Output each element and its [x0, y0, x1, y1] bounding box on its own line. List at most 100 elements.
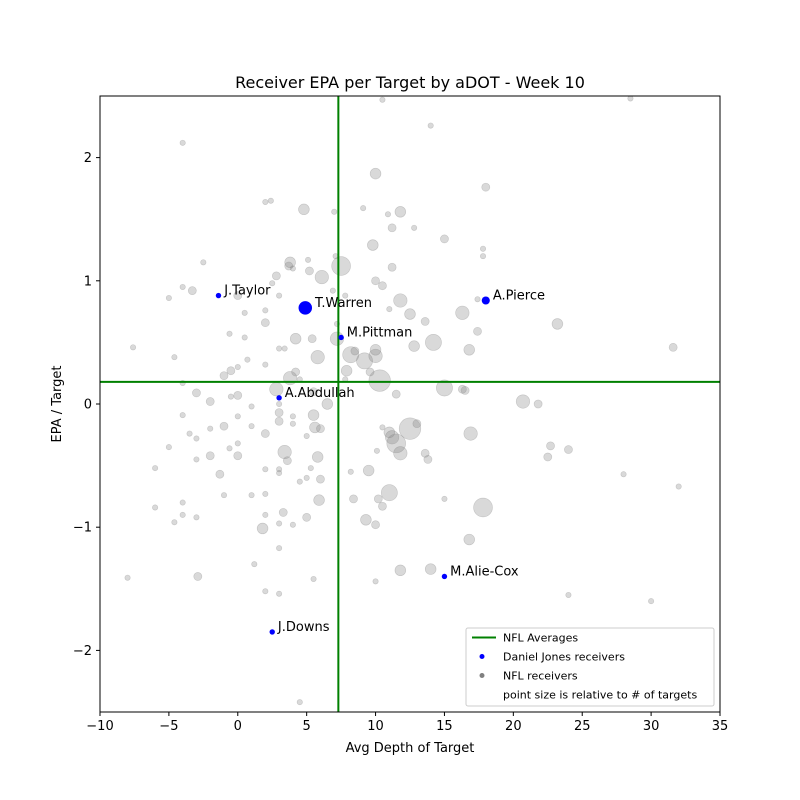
league-point — [385, 430, 400, 445]
league-point — [289, 333, 302, 345]
y-axis-label: EPA / Target — [50, 366, 65, 443]
legend-highlight-swatch — [479, 654, 485, 659]
league-point — [627, 95, 634, 102]
league-point — [398, 417, 422, 440]
league-point — [256, 522, 269, 535]
league-point — [262, 307, 269, 314]
league-point — [276, 520, 283, 527]
league-point — [379, 96, 386, 103]
point-label: A.Abdullah — [285, 386, 355, 401]
league-point — [565, 591, 572, 598]
chart-title: Receiver EPA per Target by aDOT - Week 1… — [235, 73, 585, 92]
league-point — [276, 590, 283, 597]
highlight-point — [215, 292, 222, 299]
y-tick-label: 1 — [84, 274, 92, 289]
league-point — [480, 245, 487, 252]
league-point — [289, 413, 296, 420]
league-point — [436, 379, 453, 397]
league-point — [192, 388, 201, 398]
league-point — [393, 446, 408, 461]
x-tick-label: 30 — [643, 719, 660, 734]
league-point — [463, 533, 475, 546]
league-point — [227, 393, 234, 400]
league-point — [463, 426, 478, 441]
league-point — [165, 295, 172, 302]
league-point — [234, 413, 241, 420]
league-point — [276, 292, 283, 299]
league-point — [251, 561, 258, 568]
league-point — [303, 474, 310, 481]
league-point — [124, 574, 131, 581]
league-point — [546, 441, 555, 451]
league-point — [219, 421, 229, 431]
league-point — [284, 261, 294, 271]
league-point — [284, 256, 296, 269]
league-point — [349, 494, 358, 504]
x-axis-label: Avg Depth of Target — [346, 741, 475, 756]
league-point — [226, 366, 236, 376]
league-point — [383, 426, 396, 439]
x-tick-label: −5 — [159, 719, 178, 734]
league-point — [269, 280, 276, 287]
league-point — [380, 484, 398, 502]
league-point — [260, 318, 270, 328]
league-point — [296, 699, 303, 706]
league-point — [473, 326, 482, 336]
league-point — [233, 391, 243, 400]
league-point — [440, 234, 449, 244]
league-point — [350, 346, 360, 356]
y-axis-ticks: −2 −1 0 1 2 — [73, 151, 100, 659]
league-point — [305, 256, 312, 263]
league-point — [187, 286, 197, 296]
league-point — [262, 466, 269, 473]
league-point — [331, 256, 351, 276]
league-point — [427, 122, 434, 129]
league-point — [205, 451, 215, 461]
highlight-point — [481, 296, 490, 305]
league-point — [378, 501, 387, 511]
league-point — [474, 296, 481, 303]
league-point — [171, 354, 178, 361]
league-point — [179, 139, 186, 146]
league-point — [463, 344, 475, 356]
league-point — [342, 292, 349, 299]
league-point — [152, 504, 159, 511]
league-point — [371, 276, 380, 286]
league-point — [276, 545, 283, 552]
legend-averages-label: NFL Averages — [503, 632, 578, 645]
league-point — [179, 283, 186, 290]
highlight-point — [298, 301, 313, 315]
league-point — [386, 306, 393, 313]
league-point — [455, 305, 470, 320]
league-point — [171, 519, 178, 526]
league-point — [276, 345, 283, 352]
point-label: M.Alie-Cox — [450, 564, 519, 579]
x-tick-label: 35 — [712, 719, 729, 734]
league-point — [241, 334, 248, 341]
x-tick-label: 5 — [303, 719, 311, 734]
x-axis-ticks: −10 −5 0 5 10 15 20 25 30 35 — [86, 712, 728, 734]
highlight-point — [441, 573, 448, 580]
x-tick-label: 10 — [367, 719, 384, 734]
league-point — [302, 512, 312, 522]
league-point — [543, 452, 553, 462]
legend-league-label: NFL receivers — [503, 670, 578, 683]
league-point — [515, 394, 531, 409]
point-label: J.Taylor — [223, 284, 271, 299]
league-point — [207, 425, 214, 432]
league-point — [310, 350, 325, 365]
highlight-points: J.Taylor T.Warren A.Pierce M.Pittman A.Abdul… — [215, 284, 545, 635]
league-point — [408, 340, 420, 352]
league-point — [130, 344, 137, 351]
league-point — [244, 356, 251, 363]
league-point — [369, 344, 382, 356]
x-tick-label: −10 — [86, 719, 113, 734]
league-point — [314, 270, 329, 285]
legend-league-swatch — [479, 673, 485, 678]
point-label: J.Downs — [277, 620, 330, 635]
league-point — [372, 578, 379, 585]
league-point — [373, 494, 383, 504]
league-point — [331, 208, 338, 215]
league-point — [276, 466, 283, 473]
